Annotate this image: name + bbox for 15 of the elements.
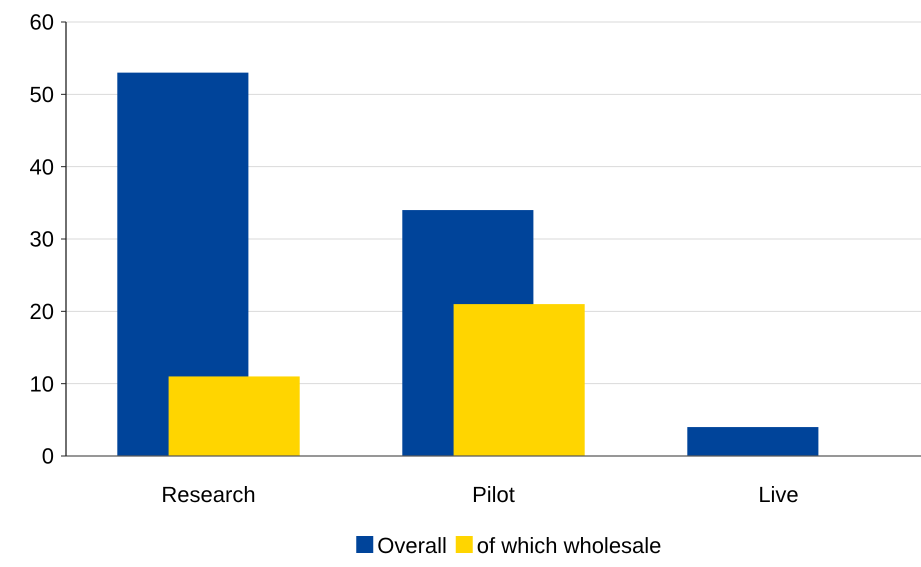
y-tick-label: 40 bbox=[30, 154, 54, 180]
legend-label: Overall bbox=[377, 533, 447, 558]
x-tick-label: Pilot bbox=[472, 482, 515, 507]
x-tick-label: Research bbox=[161, 482, 256, 507]
bar bbox=[454, 304, 585, 456]
bar bbox=[687, 427, 818, 456]
y-tick-label: 60 bbox=[30, 10, 54, 35]
bar bbox=[168, 376, 300, 456]
y-tick-label: 0 bbox=[42, 444, 54, 469]
x-tick-label: Live bbox=[758, 482, 799, 507]
y-tick-label: 20 bbox=[30, 299, 54, 324]
y-tick-label: 50 bbox=[30, 82, 54, 108]
y-tick-label: 30 bbox=[30, 226, 54, 252]
legend-label: of which wholesale bbox=[476, 533, 662, 558]
y-tick-label: 10 bbox=[30, 371, 54, 396]
